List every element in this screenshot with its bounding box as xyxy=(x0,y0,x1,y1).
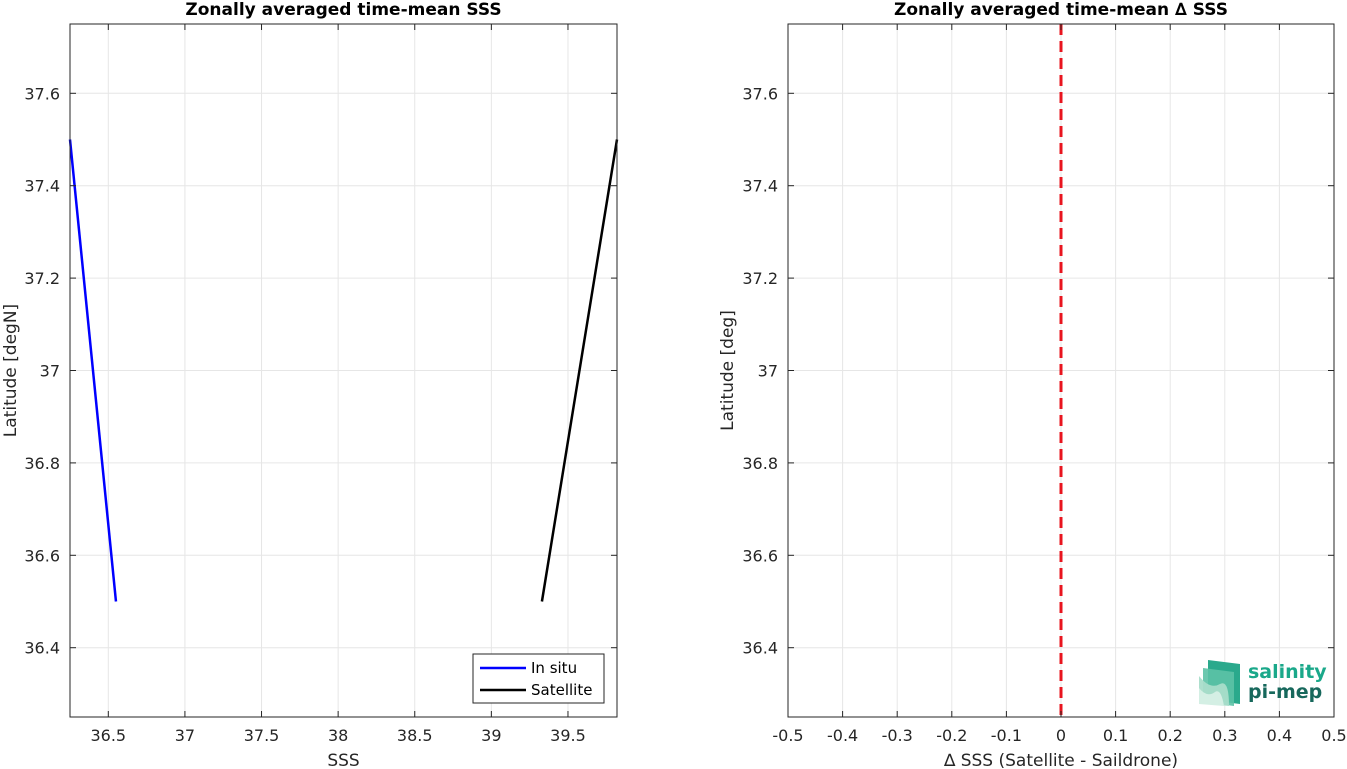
legend-label-in-situ: In situ xyxy=(531,659,577,677)
delta-sss-x-tick-label: 0.2 xyxy=(1157,726,1182,745)
sss-x-tick-label: 36.5 xyxy=(90,726,126,745)
sss-y-tick-label: 36.4 xyxy=(24,639,60,658)
delta-sss-y-tick-label: 36.8 xyxy=(742,454,778,473)
sss-y-tick-labels: 36.4 36.6 36.8 37 37.2 37.4 37.6 xyxy=(24,84,60,657)
sss-y-tick-label: 37.6 xyxy=(24,84,60,103)
sss-x-tick-labels: 36.5 37 37.5 38 38.5 39 39.5 xyxy=(90,726,585,745)
legend: In situ Satellite xyxy=(472,653,605,704)
delta-sss-x-tick-label: -0.2 xyxy=(936,726,967,745)
delta-sss-x-tick-label: 0.4 xyxy=(1267,726,1292,745)
sss-x-tick-label: 38.5 xyxy=(397,726,433,745)
delta-sss-x-tick-label: -0.4 xyxy=(827,726,858,745)
sss-y-tick-label: 37 xyxy=(40,362,60,381)
delta-sss-x-tick-label: 0 xyxy=(1056,726,1066,745)
delta-sss-y-tick-label: 37 xyxy=(758,362,778,381)
delta-sss-tick-marks xyxy=(787,24,1335,717)
sss-y-tick-label: 36.6 xyxy=(24,546,60,565)
logo-line1: salinity xyxy=(1248,661,1327,683)
sss-tick-marks xyxy=(70,24,617,717)
sss-y-tick-label: 37.2 xyxy=(24,269,60,288)
sss-x-tick-label: 37 xyxy=(175,726,195,745)
delta-sss-y-tick-label: 37.6 xyxy=(742,84,778,103)
series-line-in-situ xyxy=(68,139,118,602)
sss-lines xyxy=(68,139,619,602)
legend-box xyxy=(472,653,605,704)
delta-sss-y-tick-label: 37.2 xyxy=(742,269,778,288)
delta-sss-x-tick-label: -0.3 xyxy=(882,726,913,745)
delta-sss-panel: -0.5 -0.4 -0.3 -0.2 -0.1 0 0.1 0.2 0.3 0.4 0.5 36.… xyxy=(718,0,1347,769)
delta-sss-chart-title: Zonally averaged time-mean ∆ SSS xyxy=(894,0,1228,20)
sss-y-tick-label: 36.8 xyxy=(24,454,60,473)
sss-chart-title: Zonally averaged time-mean SSS xyxy=(185,0,501,20)
delta-sss-x-axis-label: ∆ SSS (Satellite - Saildrone) xyxy=(943,751,1178,769)
sss-x-axis-label: SSS xyxy=(327,751,359,769)
legend-label-satellite: Satellite xyxy=(531,681,592,699)
sss-panel: 36.5 37 37.5 38 38.5 39 39.5 36.4 36.6 36.8 37 37.… xyxy=(1,0,619,769)
delta-sss-x-tick-label: -0.1 xyxy=(991,726,1022,745)
sss-x-tick-label: 38 xyxy=(328,726,348,745)
salinity-pi-mep-logo: salinity pi-mep xyxy=(1199,660,1327,706)
sss-y-tick-label: 37.4 xyxy=(24,177,60,196)
sss-x-tick-label: 39.5 xyxy=(550,726,586,745)
delta-sss-y-tick-label: 37.4 xyxy=(742,177,778,196)
delta-sss-y-tick-label: 36.4 xyxy=(742,639,778,658)
wave-logo-icon xyxy=(1199,660,1240,706)
series-line-satellite xyxy=(540,139,619,602)
sss-x-tick-label: 39 xyxy=(481,726,501,745)
delta-sss-x-tick-label: -0.5 xyxy=(772,726,803,745)
delta-sss-y-tick-labels: 36.4 36.6 36.8 37 37.2 37.4 37.6 xyxy=(742,84,778,657)
delta-sss-x-tick-label: 0.1 xyxy=(1103,726,1128,745)
delta-sss-x-tick-labels: -0.5 -0.4 -0.3 -0.2 -0.1 0 0.1 0.2 0.3 0.4 0.5 xyxy=(772,726,1346,745)
delta-sss-y-tick-label: 36.6 xyxy=(742,546,778,565)
delta-sss-x-tick-label: 0.5 xyxy=(1321,726,1346,745)
delta-sss-y-axis-label: Latitude [deg] xyxy=(718,310,738,431)
sss-x-tick-label: 37.5 xyxy=(244,726,280,745)
delta-sss-x-tick-label: 0.3 xyxy=(1212,726,1237,745)
sss-grid-horizontal xyxy=(70,92,617,649)
logo-line2: pi-mep xyxy=(1248,681,1322,703)
sss-y-axis-label: Latitude [degN] xyxy=(1,304,21,437)
